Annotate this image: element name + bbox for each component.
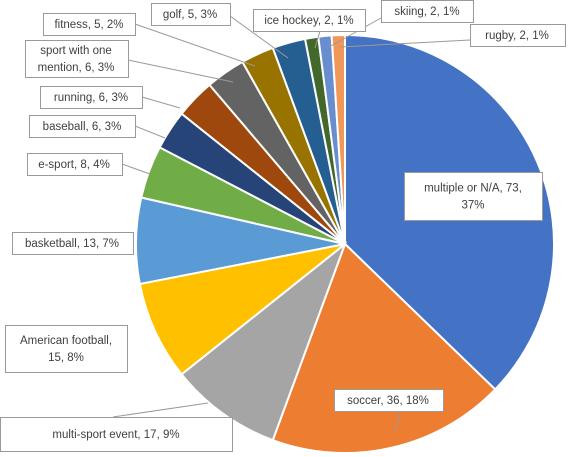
pie-slice-american-football [138,243,346,376]
data-label-box [29,115,136,138]
data-label-text: sport with one [40,45,112,57]
data-label-text: basketball, 13, 7% [25,238,119,250]
data-label: soccer, 36, 18% [334,389,444,412]
data-label: sport with one mention, 6, 3% [25,40,129,78]
data-label: multiple or N/A, 73, 37% [404,172,543,221]
data-label-box [27,153,123,176]
data-label-text: baseball, 6, 3% [43,121,122,133]
data-label-box [43,13,136,36]
leader-line [134,23,256,67]
data-label-box [5,325,128,373]
data-label-text: 37% [461,200,484,212]
data-label: e-sport, 8, 4% [27,153,123,176]
data-label-text: fitness, 5, 2% [54,19,123,31]
leader-line [127,59,234,83]
data-label-box [253,9,366,32]
data-label-box [334,389,444,412]
data-label: golf, 5, 3% [151,3,231,26]
data-label-text: e-sport, 8, 4% [38,159,110,171]
data-label-box [470,24,566,47]
data-label-box [381,0,474,23]
data-label-box [404,172,543,221]
data-label: skiing, 2, 1% [381,0,474,23]
data-label-text: running, 6, 3% [54,92,128,104]
leader-line [314,30,321,49]
pie-slices [135,33,555,454]
leader-line [339,39,471,48]
data-label: multi-sport event, 17, 9% [0,417,233,452]
leader-lines [112,15,471,433]
data-label: American football, 15, 8% [5,325,128,373]
data-label: basketball, 13, 7% [12,232,134,255]
leader-line [134,125,166,139]
data-label-text: multi-sport event, 17, 9% [52,429,179,441]
data-label-text: golf, 5, 3% [163,9,217,21]
pie-slice-rugby [330,33,346,245]
data-label-text: skiing, 2, 1% [394,6,459,18]
data-label-text: ice hockey, 2, 1% [264,15,353,27]
data-label-box [40,86,143,109]
data-label: rugby, 2, 1% [470,24,566,47]
data-label-text: soccer, 36, 18% [347,395,429,407]
data-label: ice hockey, 2, 1% [253,9,366,32]
leader-line [328,17,382,48]
data-label-text: 15, 8% [48,352,84,364]
data-label-text: American football, [20,335,112,347]
leader-line [121,163,151,175]
data-label-box [151,3,231,26]
data-label-box [25,40,129,78]
leader-line [229,15,289,59]
data-label-text: multiple or N/A, 73, [424,183,522,195]
data-label: running, 6, 3% [40,86,143,109]
leader-line [394,410,401,433]
data-label-box [12,232,134,255]
pie-slice-multi-sport-event [180,240,348,442]
data-label: baseball, 6, 3% [29,115,136,138]
data-labels: multiple or N/A, 73, 37% soccer, 36, 18% mu… [0,0,566,452]
data-label-box [0,417,233,452]
data-label: fitness, 5, 2% [43,13,136,36]
leader-line [112,402,209,418]
leader-line [141,96,181,109]
data-label-text: rugby, 2, 1% [485,30,549,42]
data-label-text: mention, 6, 3% [38,62,115,74]
